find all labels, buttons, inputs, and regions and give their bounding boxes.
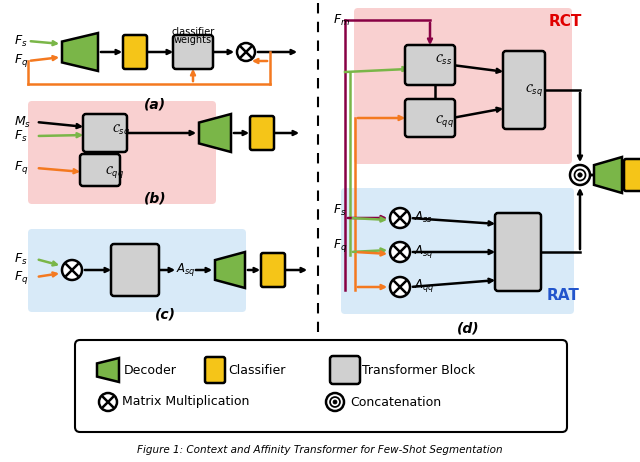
FancyBboxPatch shape bbox=[503, 51, 545, 129]
Circle shape bbox=[390, 208, 410, 228]
Polygon shape bbox=[594, 157, 622, 193]
FancyBboxPatch shape bbox=[624, 159, 640, 191]
FancyBboxPatch shape bbox=[173, 35, 213, 69]
Text: $\mathcal{C}_{ss}$: $\mathcal{C}_{ss}$ bbox=[435, 53, 452, 67]
Text: weights: weights bbox=[174, 35, 212, 45]
Text: $\mathcal{C}_{qq}$: $\mathcal{C}_{qq}$ bbox=[435, 113, 454, 129]
Circle shape bbox=[390, 242, 410, 262]
Text: classifier: classifier bbox=[172, 27, 214, 37]
FancyBboxPatch shape bbox=[111, 244, 159, 296]
Circle shape bbox=[99, 393, 117, 411]
Polygon shape bbox=[97, 358, 119, 382]
Text: $F_s$: $F_s$ bbox=[14, 251, 28, 267]
Text: $A_{qq}$: $A_{qq}$ bbox=[413, 278, 435, 294]
Circle shape bbox=[570, 165, 590, 185]
Text: RAT: RAT bbox=[547, 287, 579, 303]
FancyBboxPatch shape bbox=[123, 35, 147, 69]
FancyBboxPatch shape bbox=[330, 356, 360, 384]
FancyBboxPatch shape bbox=[75, 340, 567, 432]
FancyBboxPatch shape bbox=[495, 213, 541, 291]
Text: RCT: RCT bbox=[548, 14, 582, 30]
FancyBboxPatch shape bbox=[83, 114, 127, 152]
Text: Matrix Multiplication: Matrix Multiplication bbox=[122, 395, 250, 408]
Text: Classifier: Classifier bbox=[228, 364, 285, 377]
Text: Concatenation: Concatenation bbox=[350, 395, 441, 408]
Text: (c): (c) bbox=[154, 308, 175, 322]
Text: (d): (d) bbox=[457, 321, 479, 335]
Text: $A_{sq}$: $A_{sq}$ bbox=[176, 261, 196, 279]
Text: Transformer Block: Transformer Block bbox=[362, 364, 475, 377]
FancyBboxPatch shape bbox=[341, 188, 574, 314]
Text: $F_q$: $F_q$ bbox=[14, 53, 28, 69]
Circle shape bbox=[333, 400, 337, 404]
Circle shape bbox=[578, 173, 582, 177]
Text: Figure 1: Context and Affinity Transformer for Few-Shot Segmentation: Figure 1: Context and Affinity Transform… bbox=[137, 445, 503, 455]
Circle shape bbox=[62, 260, 82, 280]
FancyBboxPatch shape bbox=[28, 229, 246, 312]
Text: (b): (b) bbox=[144, 191, 166, 205]
Text: $\mathcal{C}_{sq}$: $\mathcal{C}_{sq}$ bbox=[112, 122, 130, 138]
Text: $F_q$: $F_q$ bbox=[14, 159, 28, 176]
FancyBboxPatch shape bbox=[354, 8, 572, 164]
Text: $F_s$: $F_s$ bbox=[14, 128, 28, 144]
Polygon shape bbox=[199, 114, 231, 152]
Text: $F_m$: $F_m$ bbox=[333, 12, 350, 28]
Circle shape bbox=[237, 43, 255, 61]
Text: $F_q$: $F_q$ bbox=[14, 268, 28, 286]
FancyBboxPatch shape bbox=[261, 253, 285, 287]
Text: $M_s$: $M_s$ bbox=[14, 115, 31, 129]
Circle shape bbox=[326, 393, 344, 411]
FancyBboxPatch shape bbox=[205, 357, 225, 383]
Polygon shape bbox=[215, 252, 245, 288]
FancyBboxPatch shape bbox=[28, 101, 216, 204]
Text: $F_s$: $F_s$ bbox=[14, 33, 28, 49]
Text: $F_q$: $F_q$ bbox=[333, 237, 348, 254]
Text: $A_{ss}$: $A_{ss}$ bbox=[415, 209, 433, 225]
Text: $F_s$: $F_s$ bbox=[333, 202, 347, 218]
Text: (a): (a) bbox=[144, 97, 166, 111]
Text: $\mathcal{C}_{qq}$: $\mathcal{C}_{qq}$ bbox=[104, 164, 124, 180]
Circle shape bbox=[390, 277, 410, 297]
Text: $\mathcal{C}_{sq}$: $\mathcal{C}_{sq}$ bbox=[525, 82, 543, 98]
FancyBboxPatch shape bbox=[405, 45, 455, 85]
FancyBboxPatch shape bbox=[80, 154, 120, 186]
Text: $A_{sq}$: $A_{sq}$ bbox=[414, 243, 434, 260]
FancyBboxPatch shape bbox=[405, 99, 455, 137]
Text: Decoder: Decoder bbox=[124, 364, 177, 377]
FancyBboxPatch shape bbox=[250, 116, 274, 150]
Polygon shape bbox=[62, 33, 98, 71]
